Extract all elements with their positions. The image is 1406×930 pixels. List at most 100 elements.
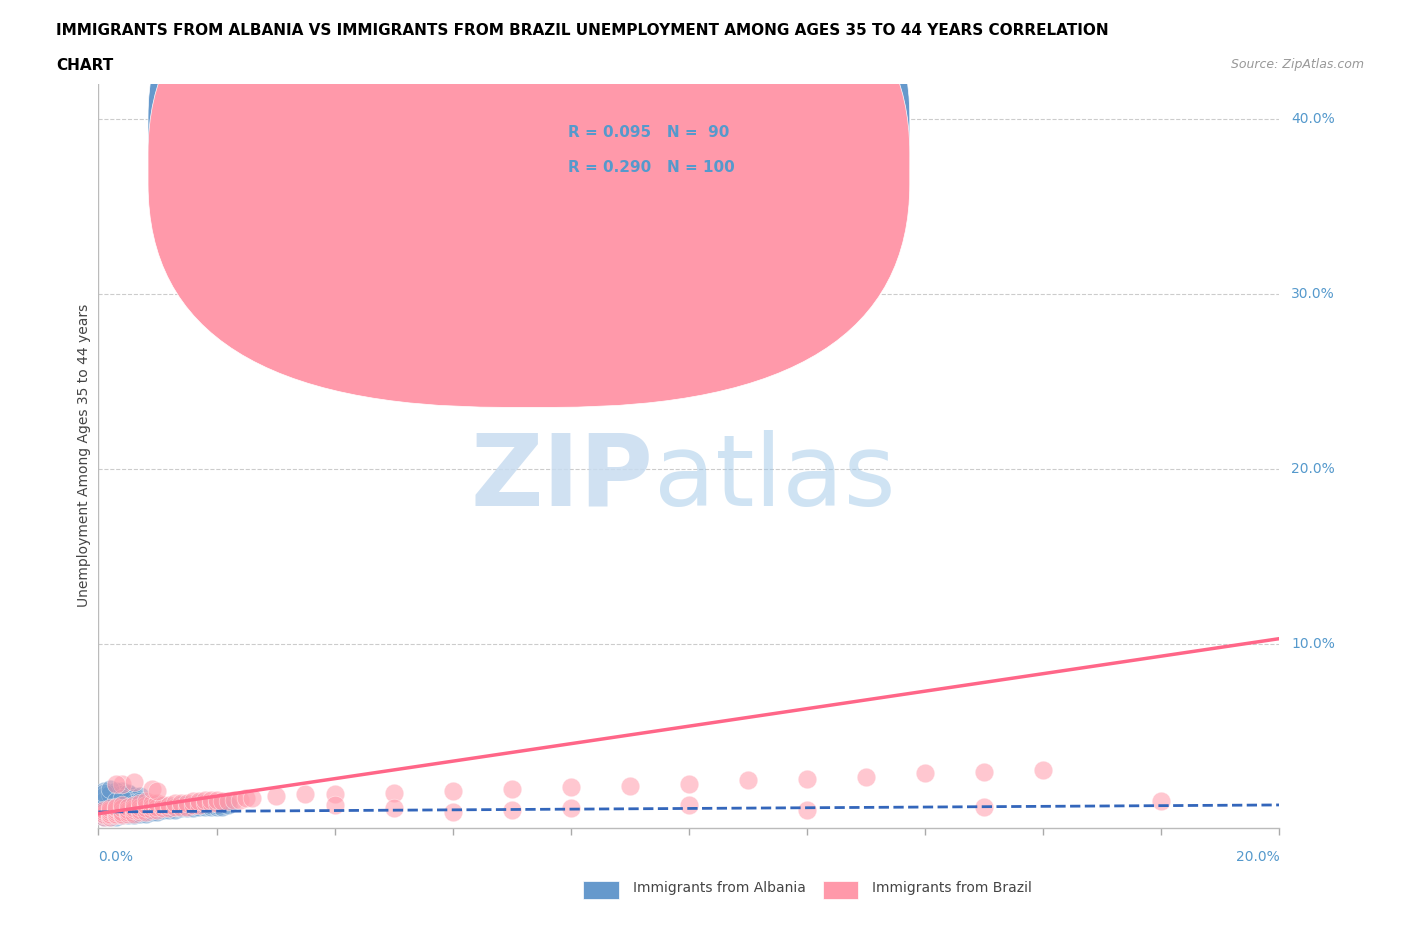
Point	[135, 806, 157, 821]
Point	[105, 783, 128, 798]
Point	[111, 787, 134, 802]
Point	[766, 251, 789, 266]
Point	[382, 801, 405, 816]
Text: 10.0%: 10.0%	[1291, 637, 1336, 651]
Point	[152, 803, 174, 817]
Point	[176, 798, 198, 813]
Point	[111, 804, 134, 819]
Point	[98, 803, 121, 817]
Point	[146, 783, 169, 798]
Point	[501, 803, 523, 817]
Point	[973, 799, 995, 814]
Point	[122, 775, 145, 790]
Point	[98, 804, 121, 819]
Point	[98, 790, 121, 805]
Point	[105, 804, 128, 819]
Text: atlas: atlas	[654, 430, 896, 526]
Point	[105, 794, 128, 809]
Point	[117, 804, 139, 819]
Point	[146, 801, 169, 816]
Point	[146, 799, 169, 814]
Point	[93, 806, 115, 821]
Text: 30.0%: 30.0%	[1291, 286, 1336, 300]
Point	[135, 804, 157, 819]
Point	[111, 798, 134, 813]
Point	[146, 803, 169, 817]
Point	[111, 808, 134, 823]
Point	[117, 808, 139, 823]
Point	[211, 794, 233, 809]
Point	[796, 771, 818, 786]
Point	[93, 803, 115, 817]
Point	[141, 782, 163, 797]
Point	[98, 801, 121, 816]
Point	[323, 798, 346, 813]
Point	[135, 794, 157, 809]
Point	[678, 798, 700, 813]
Point	[200, 796, 222, 811]
Point	[560, 780, 582, 795]
Text: 20.0%: 20.0%	[1236, 850, 1279, 865]
Point	[111, 806, 134, 821]
Point	[135, 798, 157, 813]
Point	[323, 787, 346, 802]
Text: R = 0.290   N = 100: R = 0.290 N = 100	[568, 160, 735, 175]
Point	[1032, 763, 1054, 777]
Point	[141, 796, 163, 811]
Point	[122, 801, 145, 816]
Point	[229, 792, 252, 807]
Point	[1150, 794, 1173, 809]
Point	[181, 798, 204, 813]
Point	[93, 783, 115, 798]
Point	[105, 799, 128, 814]
Point	[105, 804, 128, 819]
Point	[128, 803, 150, 817]
Text: 40.0%: 40.0%	[1291, 112, 1336, 126]
Point	[973, 764, 995, 779]
Point	[181, 798, 204, 813]
Point	[105, 806, 128, 821]
Point	[122, 796, 145, 811]
Point	[111, 790, 134, 805]
Point	[105, 806, 128, 821]
Point	[111, 798, 134, 813]
Point	[117, 801, 139, 816]
Point	[170, 801, 193, 816]
Point	[157, 803, 180, 817]
Point	[382, 785, 405, 800]
Text: 0.0%: 0.0%	[98, 850, 134, 865]
Point	[678, 777, 700, 791]
Point	[135, 799, 157, 814]
Point	[105, 801, 128, 816]
Point	[152, 799, 174, 814]
Point	[181, 794, 204, 809]
Point	[93, 804, 115, 819]
Point	[217, 798, 239, 813]
Point	[105, 789, 128, 804]
Point	[217, 794, 239, 809]
Point	[128, 799, 150, 814]
Point	[111, 806, 134, 821]
Point	[105, 777, 128, 791]
Point	[141, 801, 163, 816]
Point	[855, 769, 877, 784]
Point	[141, 799, 163, 814]
Point	[176, 801, 198, 816]
Point	[105, 785, 128, 800]
Point	[128, 789, 150, 804]
Point	[111, 801, 134, 816]
Point	[98, 803, 121, 817]
Point	[170, 798, 193, 813]
Point	[117, 806, 139, 821]
Point	[205, 792, 228, 807]
Text: ZIP: ZIP	[471, 430, 654, 526]
Point	[117, 794, 139, 809]
Point	[122, 790, 145, 805]
Point	[98, 787, 121, 802]
Text: CHART: CHART	[56, 58, 114, 73]
Point	[294, 787, 316, 802]
Point	[165, 796, 187, 811]
Point	[187, 794, 209, 809]
Point	[240, 790, 263, 805]
Point	[98, 808, 121, 823]
